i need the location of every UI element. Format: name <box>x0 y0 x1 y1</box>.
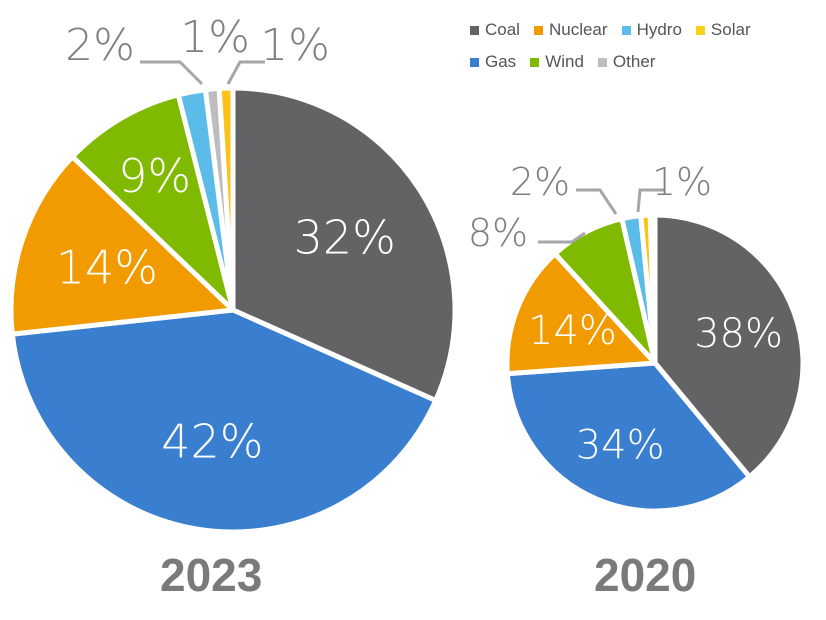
legend-swatch <box>470 57 479 67</box>
legend-label: Coal <box>485 20 520 39</box>
leader-line <box>636 188 664 213</box>
slice-2023-gas <box>9 307 439 535</box>
slice-2020-gas <box>504 360 753 514</box>
leader-line <box>576 188 618 215</box>
legend-swatch <box>695 25 705 35</box>
legend-item-nuclear: Nuclear <box>533 20 608 40</box>
legend-item-gas: Gas <box>470 52 516 72</box>
data-label-2023-other: 1% <box>180 12 250 63</box>
slice-2020-other <box>647 212 658 366</box>
data-label-2023-solar: 1% <box>260 20 330 71</box>
data-label-2020-nuclear: 14% <box>528 308 617 354</box>
data-label-2020-hydro: 2% <box>510 160 570 204</box>
legend: Coal Nuclear Hydro Solar Gas Wind Other <box>470 20 810 84</box>
slice-2020-coal <box>652 212 806 480</box>
data-label-2023-gas: 42% <box>161 415 263 469</box>
legend-item-wind: Wind <box>530 52 584 72</box>
leader-line <box>140 60 204 86</box>
legend-label: Solar <box>710 20 751 39</box>
legend-row: Gas Wind Other <box>470 52 810 72</box>
legend-row: Coal Nuclear Hydro Solar <box>470 20 810 40</box>
leader-line <box>538 231 586 244</box>
legend-item-solar: Solar <box>695 20 751 40</box>
legend-item-hydro: Hydro <box>621 20 682 40</box>
slice-2023-coal <box>230 85 458 404</box>
legend-swatch <box>530 57 540 67</box>
legend-swatch <box>621 25 631 35</box>
legend-swatch <box>597 57 607 67</box>
legend-label: Nuclear <box>548 20 608 39</box>
legend-item-coal: Coal <box>470 20 520 40</box>
data-label-2020-gas: 34% <box>576 423 665 469</box>
data-label-2020-coal: 38% <box>694 311 783 357</box>
slice-2023-wind <box>69 92 236 313</box>
year-label-2023: 2023 <box>160 549 263 601</box>
year-label-2020: 2020 <box>594 549 697 601</box>
data-label-2023-coal: 32% <box>294 211 396 265</box>
legend-label: Gas <box>485 52 517 71</box>
slice-2023-nuclear <box>8 154 236 337</box>
slice-2020-nuclear <box>504 251 658 377</box>
legend-swatch <box>470 25 479 35</box>
data-label-2023-hydro: 2% <box>65 20 135 71</box>
legend-label: Wind <box>545 52 584 71</box>
data-label-2020-solar: 1% <box>652 160 712 204</box>
legend-swatch <box>533 25 543 35</box>
data-label-2023-wind: 9% <box>118 149 191 203</box>
legend-label: Hydro <box>636 20 682 39</box>
slice-2023-solar <box>216 85 236 313</box>
legend-label: Other <box>612 52 656 71</box>
leader-line <box>226 60 265 85</box>
data-label-2023-nuclear: 14% <box>56 240 158 294</box>
legend-item-other: Other <box>597 52 656 72</box>
data-label-2020-wind: 8% <box>468 211 528 255</box>
